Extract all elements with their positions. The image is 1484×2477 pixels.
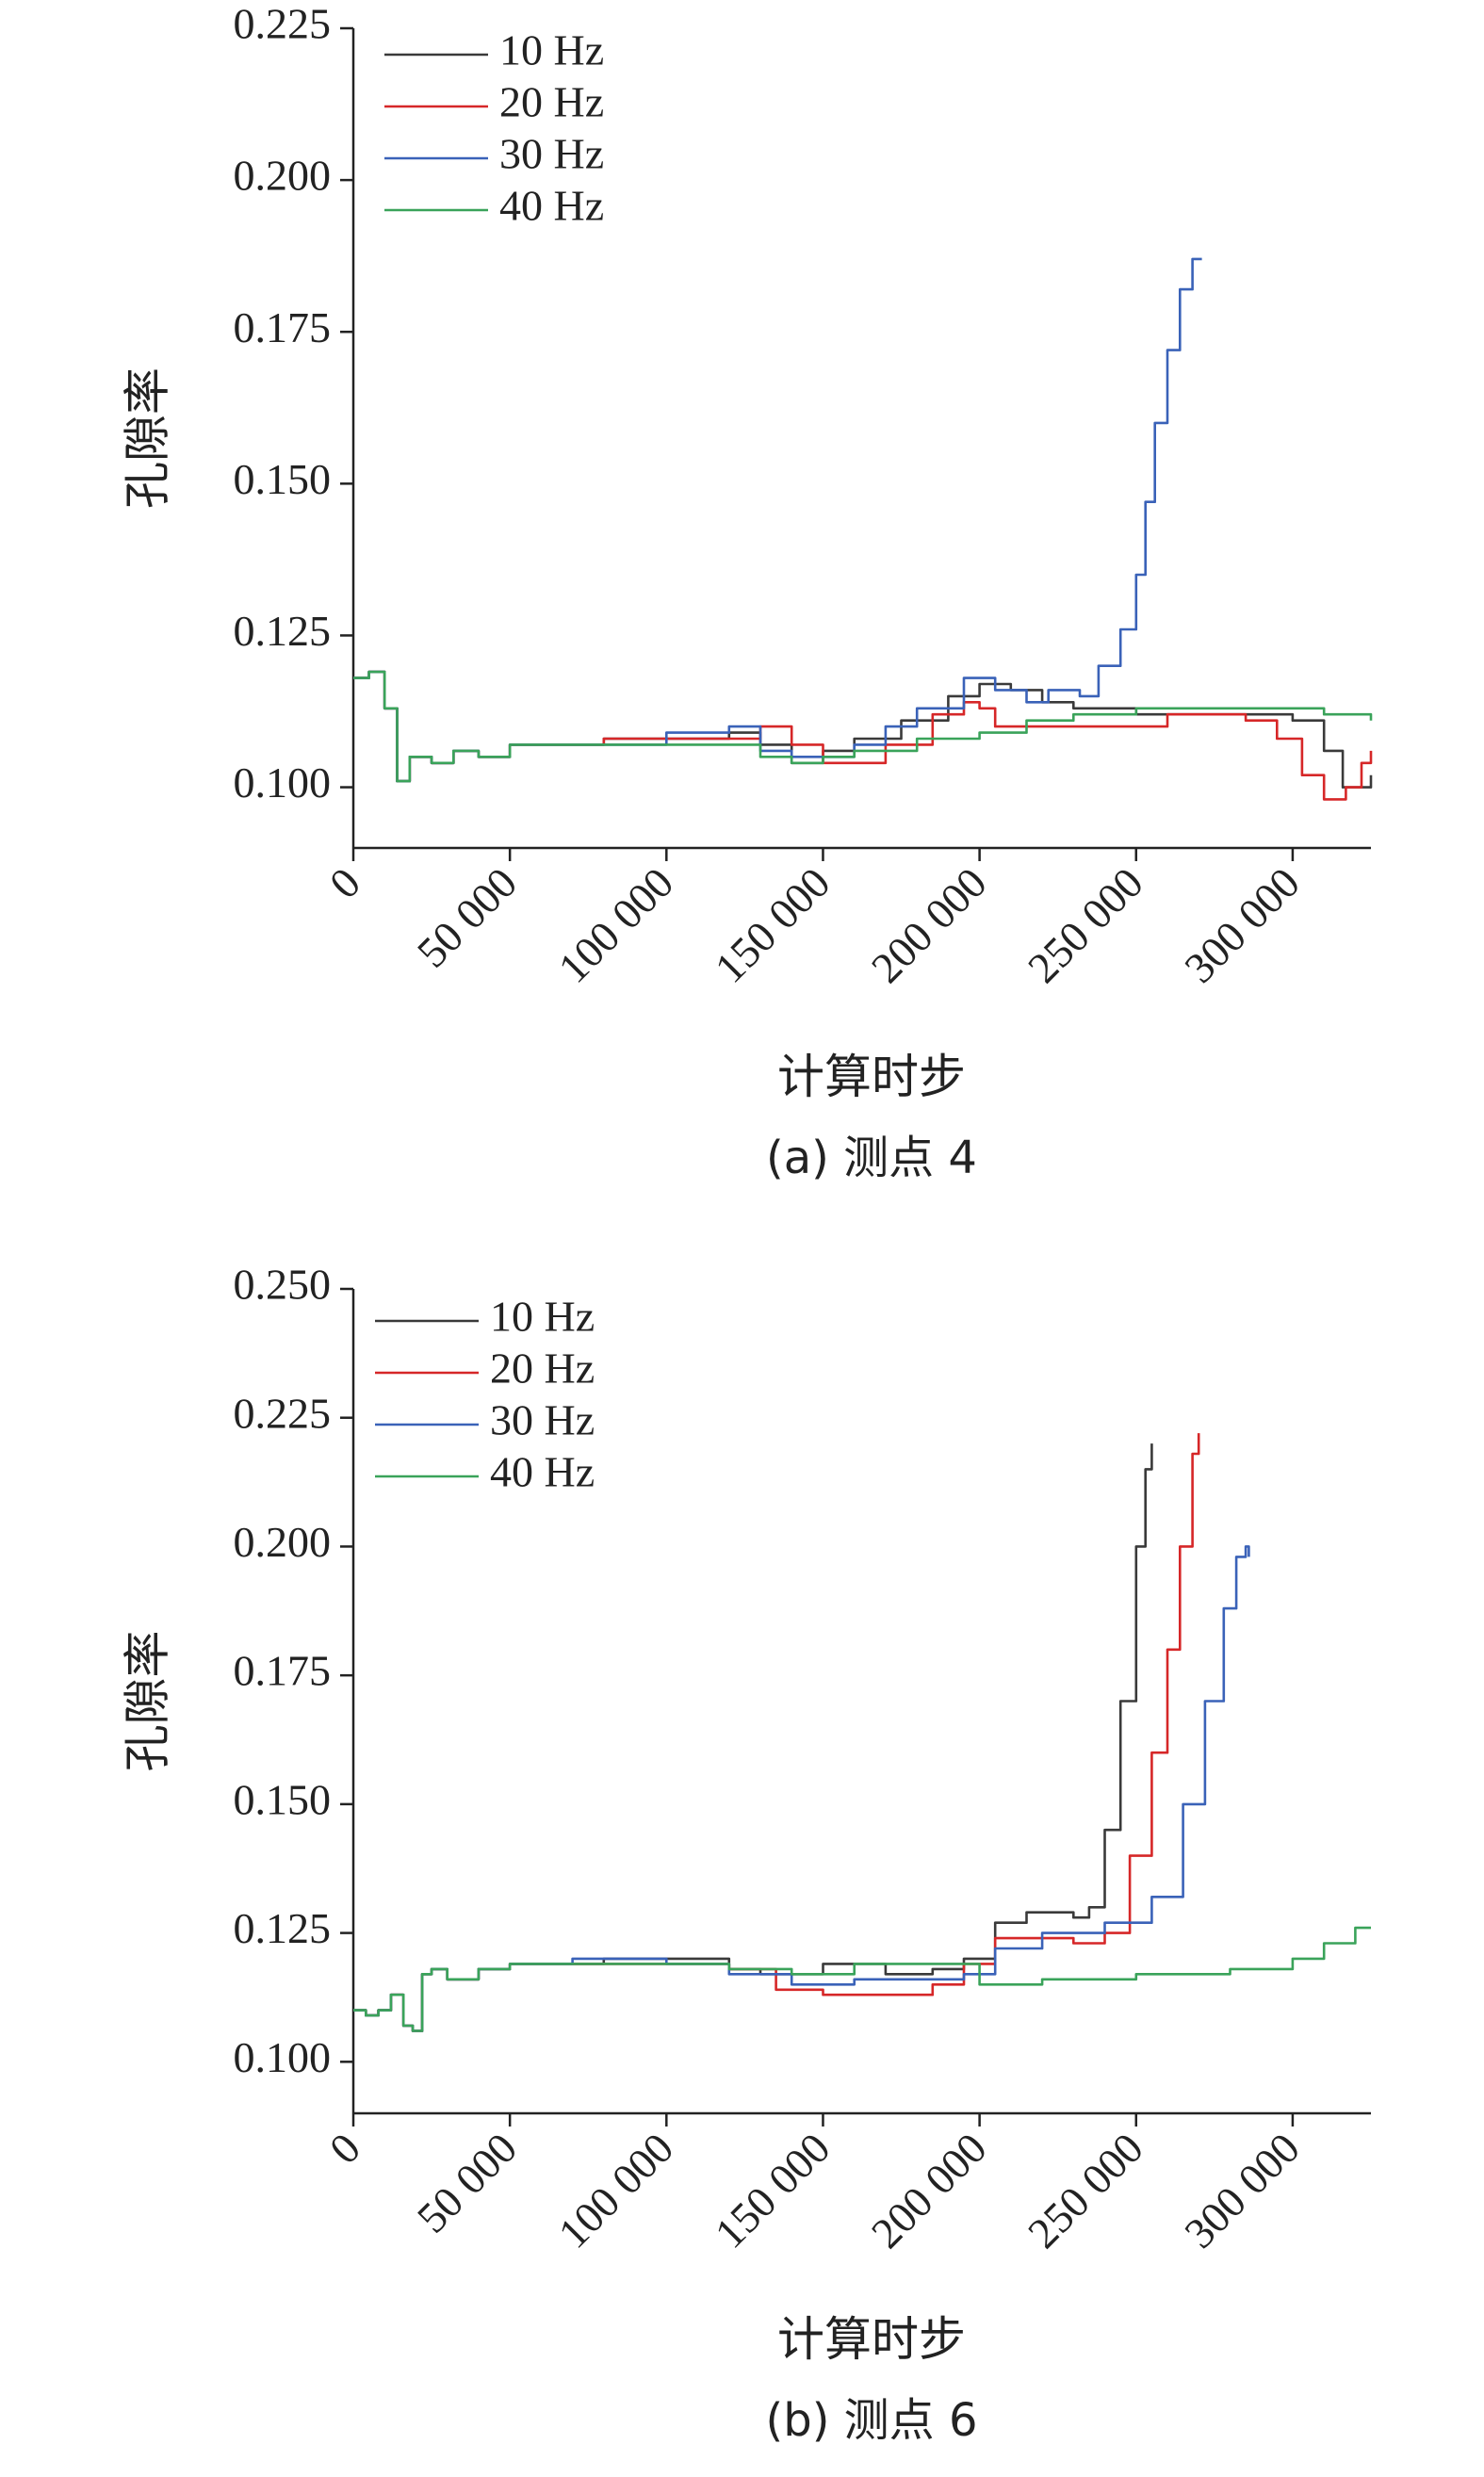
x-axis-title: 计算时步 [777, 2312, 966, 2367]
chart-a: 0.100 0.125 0.150 0.175 0.200 0.225 0 50 000 100… [121, 0, 1373, 1184]
legend-label: 10 Hz [499, 26, 604, 74]
subfigure-caption: (a) 测点 4 [766, 1132, 977, 1184]
y-tick-label: 0.125 [234, 1904, 332, 1952]
y-axis-title: 孔隙率 [121, 367, 175, 509]
subfigure-caption: (b) 测点 6 [766, 2394, 978, 2447]
y-tick-label: 0.200 [234, 1518, 332, 1566]
chart-b: 0.100 0.125 0.150 0.175 0.200 0.225 0.250 0 50 0… [121, 1261, 1371, 2447]
y-tick-label: 0.225 [234, 1389, 332, 1437]
x-tick-label: 100 000 [549, 2124, 683, 2257]
y-tick-label: 0.250 [234, 1261, 332, 1309]
legend-label: 30 Hz [490, 1396, 595, 1444]
legend-label: 40 Hz [490, 1448, 595, 1496]
series-line-20-hz [353, 1433, 1200, 2032]
x-tick-label: 200 000 [862, 858, 996, 992]
x-tick-label: 100 000 [549, 858, 683, 992]
legend-label: 30 Hz [499, 130, 604, 178]
series-line-40-hz [353, 1926, 1371, 2032]
x-axis-title: 计算时步 [777, 1050, 966, 1104]
x-tick-label: 150 000 [706, 2124, 840, 2257]
y-tick-label: 0.100 [234, 758, 332, 807]
series-line-20-hz [353, 670, 1373, 801]
y-tick-label: 0.225 [234, 0, 332, 48]
x-tick-label: 0 [320, 2124, 369, 2173]
y-tick-label: 0.175 [234, 1647, 332, 1695]
x-tick-label: 300 000 [1175, 2124, 1309, 2257]
legend-label: 20 Hz [490, 1344, 595, 1393]
y-tick-label: 0.150 [234, 1775, 332, 1823]
x-tick-label: 0 [320, 858, 369, 907]
y-tick-label: 0.200 [234, 152, 332, 200]
x-tick-label: 300 000 [1175, 858, 1309, 992]
series-line-10-hz [353, 1443, 1153, 2032]
legend-label: 40 Hz [499, 182, 604, 230]
y-tick-label: 0.100 [234, 2033, 332, 2081]
legend-label: 20 Hz [499, 78, 604, 126]
x-tick-label: 200 000 [862, 2124, 996, 2257]
series-line-40-hz [353, 670, 1373, 783]
x-tick-label: 250 000 [1019, 2124, 1152, 2257]
x-tick-label: 50 000 [408, 2124, 527, 2242]
y-tick-label: 0.175 [234, 303, 332, 351]
series-line-30-hz [353, 1545, 1250, 2032]
series-line-10-hz [353, 670, 1373, 789]
x-tick-label: 50 000 [408, 858, 527, 977]
y-axis-title: 孔隙率 [121, 1631, 175, 1772]
y-tick-label: 0.125 [234, 607, 332, 655]
legend-label: 10 Hz [490, 1293, 595, 1341]
x-tick-label: 150 000 [706, 858, 840, 992]
x-tick-label: 250 000 [1019, 858, 1152, 992]
y-tick-label: 0.150 [234, 455, 332, 503]
